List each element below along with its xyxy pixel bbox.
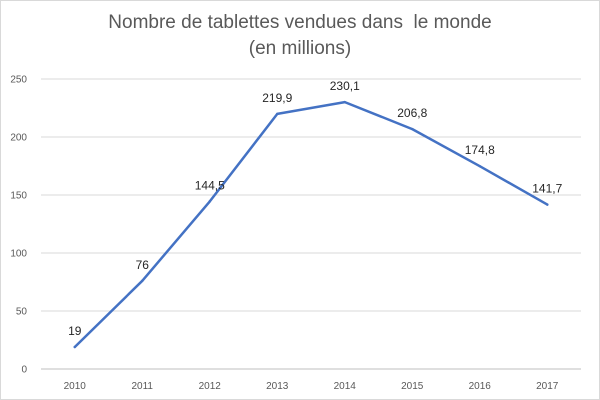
data-label: 144,5 <box>195 178 225 192</box>
data-label: 206,8 <box>397 106 427 120</box>
x-tick-label: 2013 <box>266 381 289 392</box>
data-point <box>73 345 76 349</box>
data-label: 219,9 <box>262 91 292 105</box>
x-tick-label: 2016 <box>469 381 492 392</box>
chart-title-line-1: Nombre de tablettes vendues dans le mond… <box>108 12 492 33</box>
x-tick-label: 2015 <box>401 381 424 392</box>
y-tick-label: 150 <box>10 191 27 202</box>
x-tick-label: 2014 <box>334 381 357 392</box>
data-point <box>411 127 414 131</box>
chart-title: Nombre de tablettes vendues dans le mond… <box>1 10 599 62</box>
data-label: 19 <box>68 324 82 338</box>
data-point <box>276 112 279 116</box>
data-point <box>478 165 481 168</box>
series-line <box>73 100 549 349</box>
x-tick-label: 2012 <box>199 381 222 392</box>
y-tick-label: 250 <box>10 75 27 86</box>
y-tick-label: 200 <box>10 133 27 144</box>
y-tick-label: 50 <box>16 307 28 318</box>
chart-title-line-2: (en millions) <box>248 38 352 59</box>
data-label: 141,7 <box>532 182 562 196</box>
data-label: 174,8 <box>465 143 495 157</box>
data-label: 230,1 <box>330 79 360 93</box>
x-tick-label: 2011 <box>131 381 153 392</box>
y-tick-label: 100 <box>10 249 27 260</box>
data-point <box>546 203 549 206</box>
data-label: 76 <box>136 258 150 272</box>
y-tick-label: 0 <box>21 365 27 376</box>
data-point <box>141 279 144 283</box>
data-point <box>208 200 211 203</box>
x-tick-label: 2017 <box>536 381 559 392</box>
data-point <box>343 100 346 104</box>
x-tick-label: 2010 <box>64 381 87 392</box>
